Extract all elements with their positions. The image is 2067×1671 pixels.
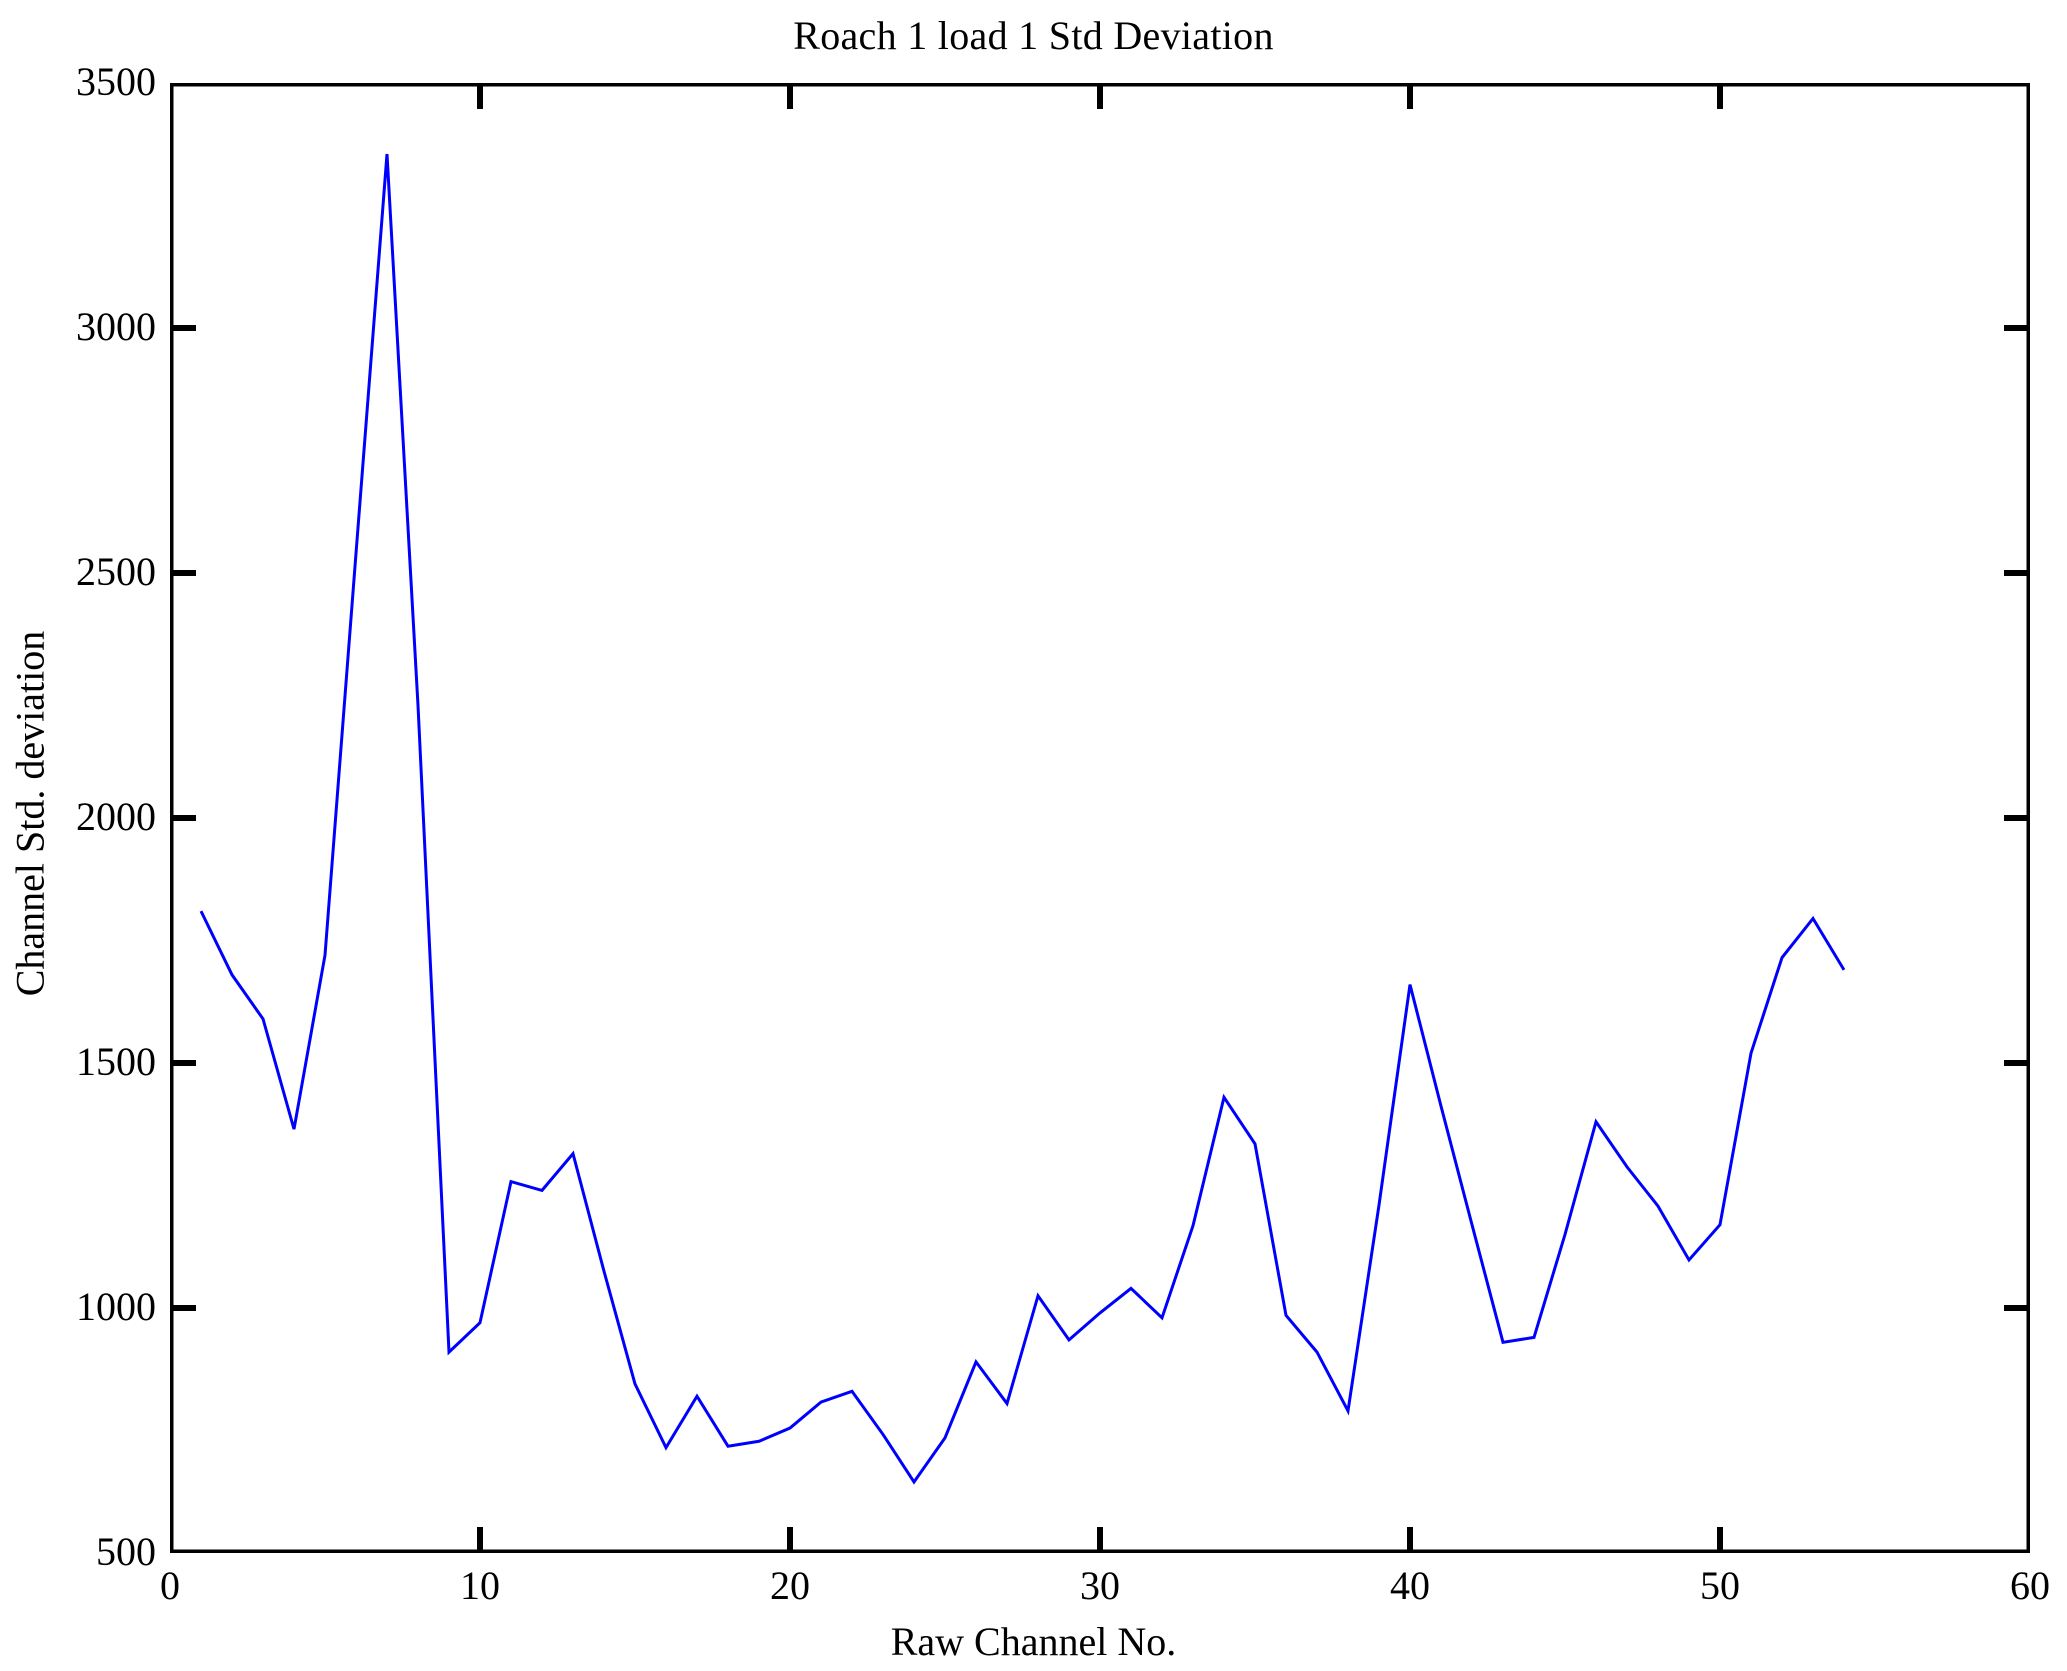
- y-axis-tick-label: 1500: [76, 1039, 156, 1084]
- x-axis-tick-label: 40: [1390, 1563, 1430, 1608]
- y-axis-tick-label: 3500: [76, 59, 156, 104]
- x-axis-tick-label: 30: [1080, 1563, 1120, 1608]
- y-axis-tick-label: 2000: [76, 794, 156, 839]
- x-axis-tick-label: 0: [160, 1563, 180, 1608]
- y-axis-tick-label: 500: [96, 1529, 156, 1574]
- x-axis-tick-label: 50: [1700, 1563, 1740, 1608]
- x-axis-ticks: [477, 83, 1723, 1553]
- x-axis-tick-label: 60: [2010, 1563, 2050, 1608]
- y-axis-ticks: [170, 83, 2030, 1553]
- chart-title: Roach 1 load 1 Std Deviation: [793, 13, 1274, 58]
- x-axis-tick-label: 10: [460, 1563, 500, 1608]
- y-axis-tick-label: 2500: [76, 549, 156, 594]
- x-axis-tick-labels: 0 10 20 30 40 50 60: [0, 1566, 2067, 1626]
- x-axis-tick-label: 20: [770, 1563, 810, 1608]
- y-axis-tick-label: 3000: [76, 304, 156, 349]
- y-axis-tick-labels: 3500 3000 2500 2000 1500 1000 500: [0, 0, 156, 1671]
- plot-area: [170, 83, 2030, 1553]
- data-series-line: [199, 153, 1846, 1485]
- y-axis-tick-label: 1000: [76, 1284, 156, 1329]
- x-axis-label: Raw Channel No.: [890, 1619, 1177, 1664]
- plot-svg: [170, 83, 2030, 1553]
